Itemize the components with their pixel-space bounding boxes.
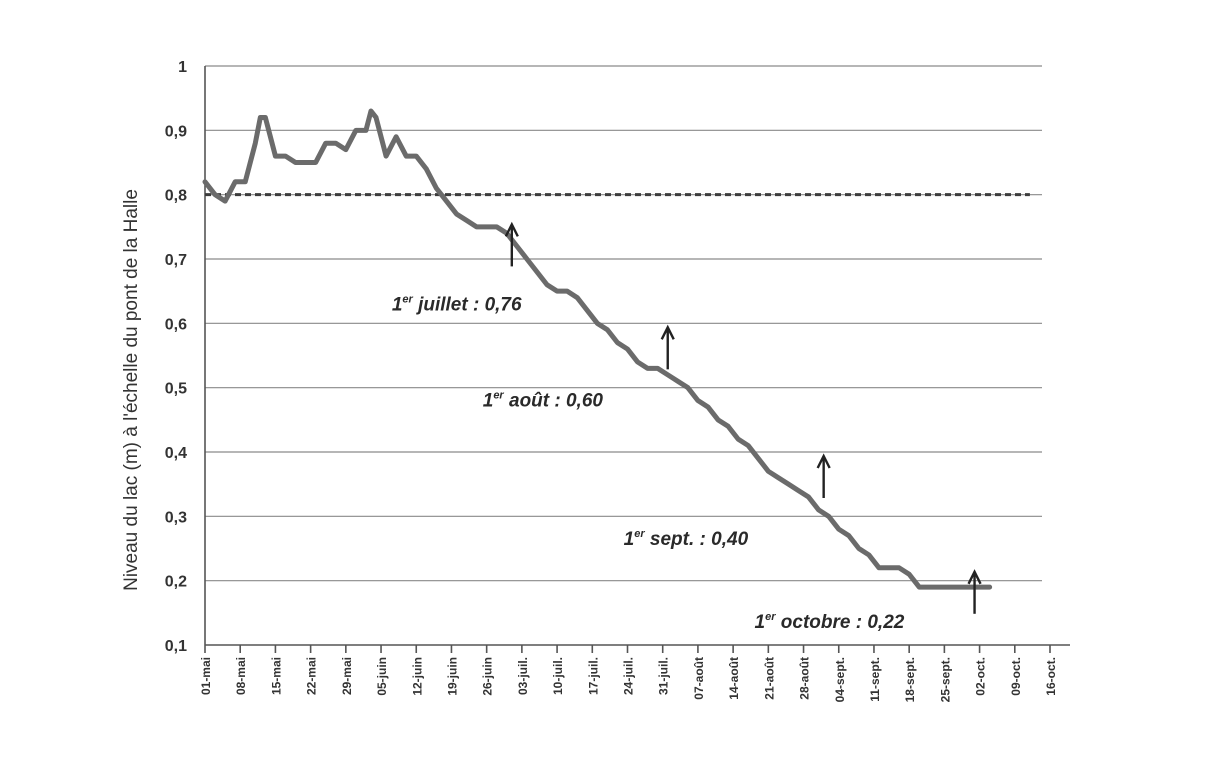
x-tick-label: 02-oct. bbox=[974, 657, 988, 696]
x-tick-label: 14-août bbox=[727, 657, 741, 700]
y-tick-label: 0,4 bbox=[165, 445, 187, 462]
x-tick-label: 09-oct. bbox=[1009, 657, 1023, 696]
x-tick-label: 26-juin bbox=[481, 657, 495, 696]
y-axis-label: Niveau du lac (m) à l'échelle du pont de… bbox=[121, 189, 142, 591]
x-tick-label: 17-juil. bbox=[586, 657, 600, 695]
x-tick-label: 04-sept. bbox=[833, 657, 847, 702]
annotations: 1er juillet : 0,76 1er août : 0,60 1er sep… bbox=[392, 221, 982, 633]
x-tick-label: 28-août bbox=[798, 657, 812, 700]
lake-level-series bbox=[202, 108, 993, 590]
x-tick-label: 01-mai bbox=[199, 657, 213, 695]
x-tick-label: 16-oct. bbox=[1044, 657, 1058, 696]
x-tick-label: 29-mai bbox=[340, 657, 354, 695]
annotation-arrowhead bbox=[660, 324, 675, 340]
y-tick-label: 0,3 bbox=[165, 509, 187, 526]
y-tick-label: 0,7 bbox=[165, 252, 187, 269]
y-tick-label: 0,6 bbox=[165, 316, 187, 333]
x-tick-label: 07-août bbox=[692, 657, 706, 700]
y-tick-labels: 1 0,9 0,8 0,7 0,6 0,5 0,4 0,3 0,2 0,1 bbox=[165, 59, 187, 655]
annotation-label: 1er octobre : 0,22 bbox=[755, 611, 905, 633]
series bbox=[202, 108, 1030, 590]
y-tick-label: 0,1 bbox=[165, 638, 187, 655]
y-tick-label: 0,8 bbox=[165, 188, 187, 205]
axes bbox=[204, 66, 1070, 653]
annotation: 1er juillet : 0,76 bbox=[392, 221, 522, 315]
annotation: 1er sept. : 0,40 bbox=[624, 453, 831, 550]
annotation-label: 1er sept. : 0,40 bbox=[624, 528, 749, 550]
x-tick-label: 15-mai bbox=[269, 657, 283, 695]
x-tick-label: 25-sept. bbox=[938, 657, 952, 702]
grid-lines bbox=[205, 65, 1042, 582]
x-tick-label: 19-juin bbox=[445, 657, 459, 696]
x-tick-label: 03-juil. bbox=[516, 657, 530, 695]
x-tick-label: 12-juin bbox=[410, 657, 424, 696]
y-tick-label: 0,5 bbox=[165, 381, 187, 398]
x-tick-label: 11-sept. bbox=[868, 657, 882, 702]
y-tick-label: 0,2 bbox=[165, 574, 187, 591]
annotation-arrowhead bbox=[816, 453, 831, 469]
x-tick-label: 18-sept. bbox=[903, 657, 917, 702]
y-tick-label: 0,9 bbox=[165, 123, 187, 140]
x-tick-label: 24-juil. bbox=[622, 657, 636, 695]
annotation: 1er août : 0,60 bbox=[483, 324, 675, 411]
annotation: 1er octobre : 0,22 bbox=[755, 569, 982, 633]
annotation-arrowhead bbox=[504, 221, 519, 237]
annotation-label: 1er août : 0,60 bbox=[483, 389, 604, 411]
x-tick-label: 05-juin bbox=[375, 657, 389, 696]
x-tick-labels: 01-mai 08-mai 15-mai 22-mai 29-mai 05-juin 12-… bbox=[199, 657, 1058, 702]
annotation-label: 1er juillet : 0,76 bbox=[392, 293, 522, 315]
x-tick-label: 10-juil. bbox=[551, 657, 565, 695]
x-tick-label: 22-mai bbox=[305, 657, 319, 695]
x-tick-label: 08-mai bbox=[234, 657, 248, 695]
x-tick-label: 21-août bbox=[762, 657, 776, 700]
y-tick-label: 1 bbox=[178, 59, 187, 76]
x-tick-label: 31-juil. bbox=[657, 657, 671, 695]
annotation-arrowhead bbox=[967, 569, 982, 585]
